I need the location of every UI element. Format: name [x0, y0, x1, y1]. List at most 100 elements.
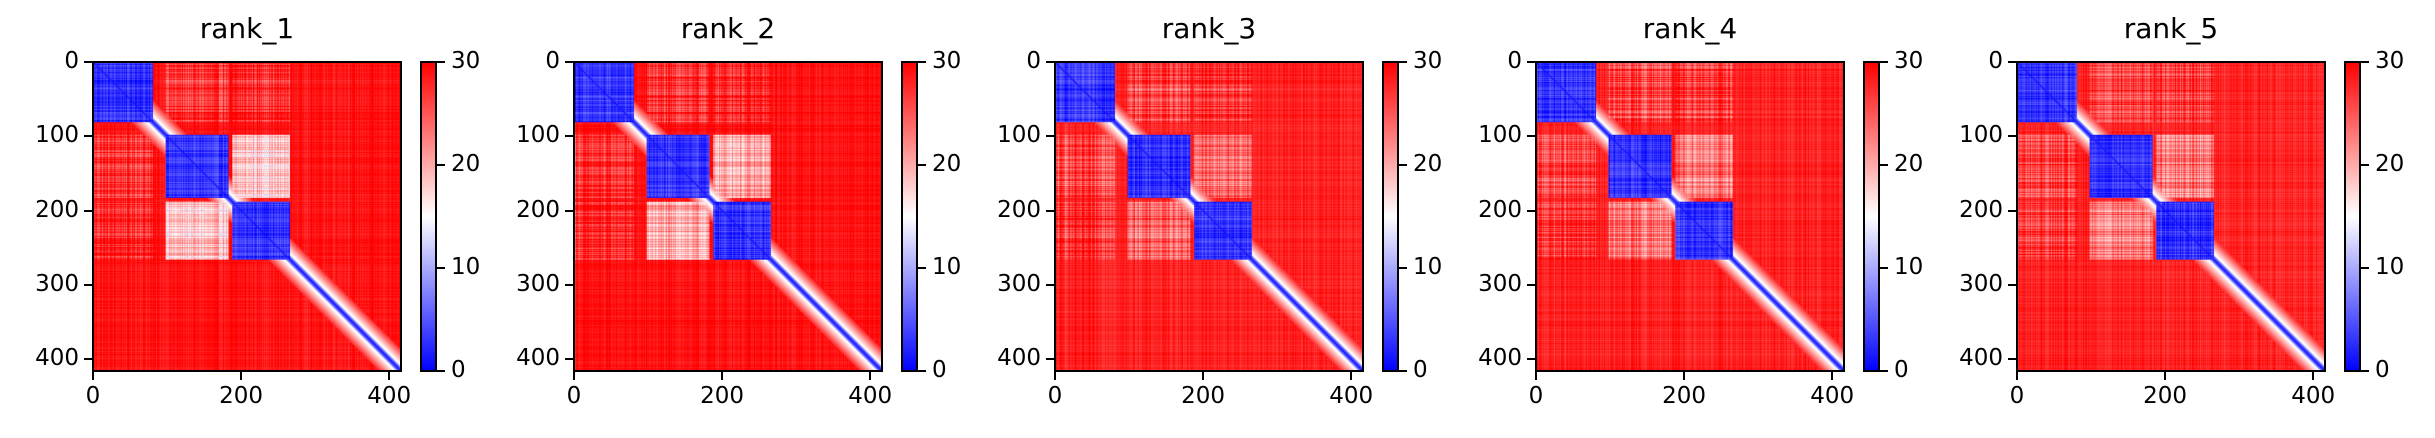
colorbar-gradient	[902, 62, 917, 371]
colorbar-tick-label: 30	[451, 48, 481, 74]
colorbar	[901, 61, 918, 372]
y-tick-label: 0	[64, 48, 79, 74]
y-tick	[2008, 358, 2017, 361]
colorbar	[1382, 61, 1399, 372]
y-tick-label: 400	[1478, 345, 1522, 372]
heatmap-plot	[1054, 61, 1364, 372]
heatmap-canvas	[93, 62, 401, 371]
x-tick	[1202, 371, 1205, 380]
x-tick	[1350, 371, 1353, 380]
y-tick-label: 200	[1478, 196, 1522, 223]
colorbar-frame	[1863, 61, 1880, 372]
y-tick	[1046, 135, 1055, 138]
y-tick	[84, 358, 93, 361]
x-tick-label: 0	[2009, 383, 2025, 409]
y-tick-label: 100	[997, 122, 1041, 149]
colorbar	[420, 61, 437, 372]
colorbar-tick	[1879, 267, 1888, 269]
colorbar-gradient	[1383, 62, 1398, 371]
y-tick	[2008, 283, 2017, 286]
x-tick-label: 0	[1047, 383, 1063, 409]
y-tick-label: 100	[35, 122, 79, 149]
y-tick-label: 200	[35, 196, 79, 223]
colorbar-tick-label: 30	[2375, 48, 2405, 74]
colorbar-tick-label: 30	[1894, 48, 1924, 74]
y-tick-label: 200	[516, 196, 560, 223]
heatmap-panel-rank_2: rank_2 0 100 200 300 400 0 200 400 0 10 20 30	[0, 0, 961, 438]
colorbar-tick-label: 20	[1894, 151, 1924, 177]
x-tick	[240, 371, 243, 380]
y-tick	[1046, 209, 1055, 212]
y-tick	[565, 209, 574, 212]
y-tick	[565, 135, 574, 138]
x-tick-label: 400	[1329, 383, 1374, 409]
heatmap-canvas	[1055, 62, 1363, 371]
panel-title: rank_3	[1161, 12, 1257, 45]
y-tick	[84, 209, 93, 212]
colorbar-tick	[917, 267, 926, 269]
heatmap-panel-rank_4: rank_4 0 100 200 300 400 0 200 400 0 10 20 30	[0, 0, 1923, 438]
y-tick-label: 200	[997, 196, 1041, 223]
x-tick	[869, 371, 872, 380]
heatmap-canvas	[2017, 62, 2325, 371]
y-tick	[1527, 135, 1536, 138]
x-tick	[1831, 371, 1834, 380]
y-tick	[2008, 209, 2017, 212]
colorbar-tick-label: 30	[932, 48, 962, 74]
y-tick-label: 100	[516, 122, 560, 149]
x-tick-label: 200	[1181, 383, 1226, 409]
colorbar-tick	[2360, 164, 2369, 166]
y-tick	[565, 61, 574, 63]
y-tick-label: 200	[1959, 196, 2003, 223]
colorbar-tick-label: 0	[1413, 357, 1428, 383]
y-tick-label: 0	[1507, 48, 1522, 74]
heatmap-plot	[573, 61, 883, 372]
colorbar-tick-label: 30	[1413, 48, 1443, 74]
x-tick-label: 200	[2143, 383, 2188, 409]
x-tick-label: 400	[367, 383, 412, 409]
y-tick	[2008, 135, 2017, 138]
y-tick	[1046, 61, 1055, 63]
colorbar	[1863, 61, 1880, 372]
colorbar-tick	[2360, 267, 2369, 269]
colorbar-tick	[917, 164, 926, 166]
x-tick-label: 0	[85, 383, 101, 409]
panel-title: rank_4	[1642, 12, 1738, 45]
colorbar-tick-label: 20	[451, 151, 481, 177]
colorbar-tick-label: 0	[451, 357, 466, 383]
y-tick	[1527, 209, 1536, 212]
colorbar-frame	[2344, 61, 2361, 372]
y-tick	[84, 61, 93, 63]
colorbar-tick	[1879, 370, 1888, 372]
panel-title: rank_1	[199, 12, 295, 45]
x-tick-label: 400	[848, 383, 893, 409]
colorbar-tick-label: 10	[451, 254, 481, 280]
colorbar-tick	[1398, 164, 1407, 166]
colorbar-gradient	[2345, 62, 2360, 371]
colorbar-tick	[436, 370, 445, 372]
heatmap-canvas	[574, 62, 882, 371]
colorbar-tick	[1879, 61, 1888, 63]
y-tick	[1527, 358, 1536, 361]
y-tick-label: 300	[516, 270, 560, 297]
x-tick	[2016, 371, 2018, 380]
x-tick-label: 0	[566, 383, 582, 409]
y-tick	[2008, 61, 2017, 63]
x-tick-label: 400	[2291, 383, 2336, 409]
colorbar-gradient	[421, 62, 436, 371]
y-tick-label: 300	[35, 270, 79, 297]
y-tick-label: 400	[997, 345, 1041, 372]
colorbar-tick	[1398, 267, 1407, 269]
panel-title: rank_5	[2123, 12, 2219, 45]
y-tick	[84, 135, 93, 138]
heatmap-canvas	[1536, 62, 1844, 371]
colorbar-tick-label: 10	[932, 254, 962, 280]
colorbar-gradient	[1864, 62, 1879, 371]
colorbar-tick-label: 0	[1894, 357, 1909, 383]
colorbar-tick	[917, 370, 926, 372]
y-tick-label: 400	[35, 345, 79, 372]
y-tick-label: 400	[1959, 345, 2003, 372]
colorbar-tick-label: 20	[1413, 151, 1443, 177]
x-tick	[1683, 371, 1686, 380]
